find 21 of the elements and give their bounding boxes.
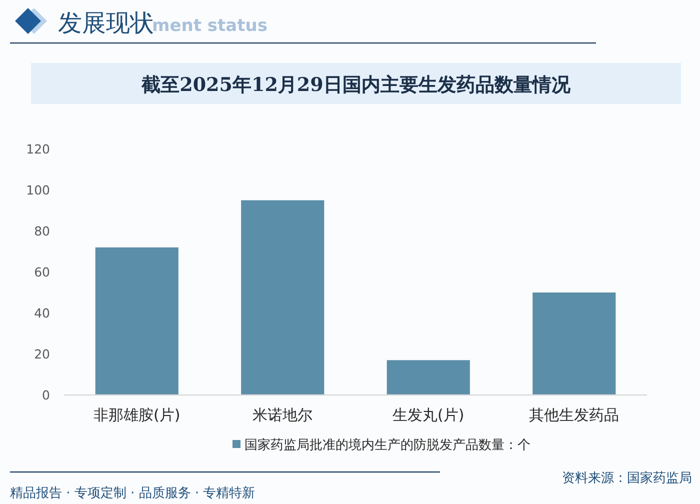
y-tick-label: 80 [34, 224, 50, 238]
bar [386, 360, 470, 395]
x-tick-label: 其他生发药品 [529, 406, 620, 424]
x-tick-label: 生发丸(片) [392, 406, 464, 424]
bar [95, 247, 178, 395]
bar [532, 292, 616, 395]
x-tick-label: 米诺地尔 [252, 406, 313, 424]
y-tick-label: 0 [42, 388, 50, 402]
y-tick-label: 120 [26, 142, 50, 156]
y-tick-label: 20 [34, 346, 50, 362]
chart-title: 截至2025年12月29日国内主要生发药品数量情况 [140, 74, 572, 96]
y-tick-label: 40 [34, 306, 50, 320]
text: 资料来源：国家药监局 [562, 470, 692, 486]
text: 发展现状 [58, 9, 154, 37]
y-tick-label: 60 [34, 264, 50, 280]
bar [241, 200, 324, 395]
legend-label: 国家药监局批准的境内生产的防脱发产品数量：个 [244, 437, 530, 453]
text: ment status [152, 16, 268, 36]
x-tick-label: 非那雄胺(片) [94, 406, 180, 424]
y-tick-label: 100 [26, 182, 50, 198]
text: 精品报告 · 专项定制 · 品质服务 · 专精特新 [10, 486, 256, 501]
